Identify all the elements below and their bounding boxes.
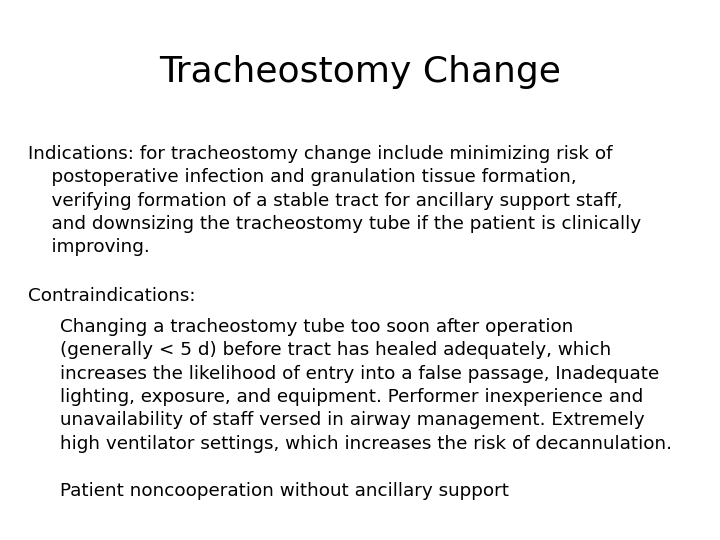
Text: Patient noncooperation without ancillary support: Patient noncooperation without ancillary… [60,482,509,500]
Text: Contraindications:: Contraindications: [28,287,196,305]
Text: Indications: for tracheostomy change include minimizing risk of
    postoperativ: Indications: for tracheostomy change inc… [28,145,641,256]
Text: Tracheostomy Change: Tracheostomy Change [159,55,561,89]
Text: Changing a tracheostomy tube too soon after operation
(generally < 5 d) before t: Changing a tracheostomy tube too soon af… [60,318,672,453]
